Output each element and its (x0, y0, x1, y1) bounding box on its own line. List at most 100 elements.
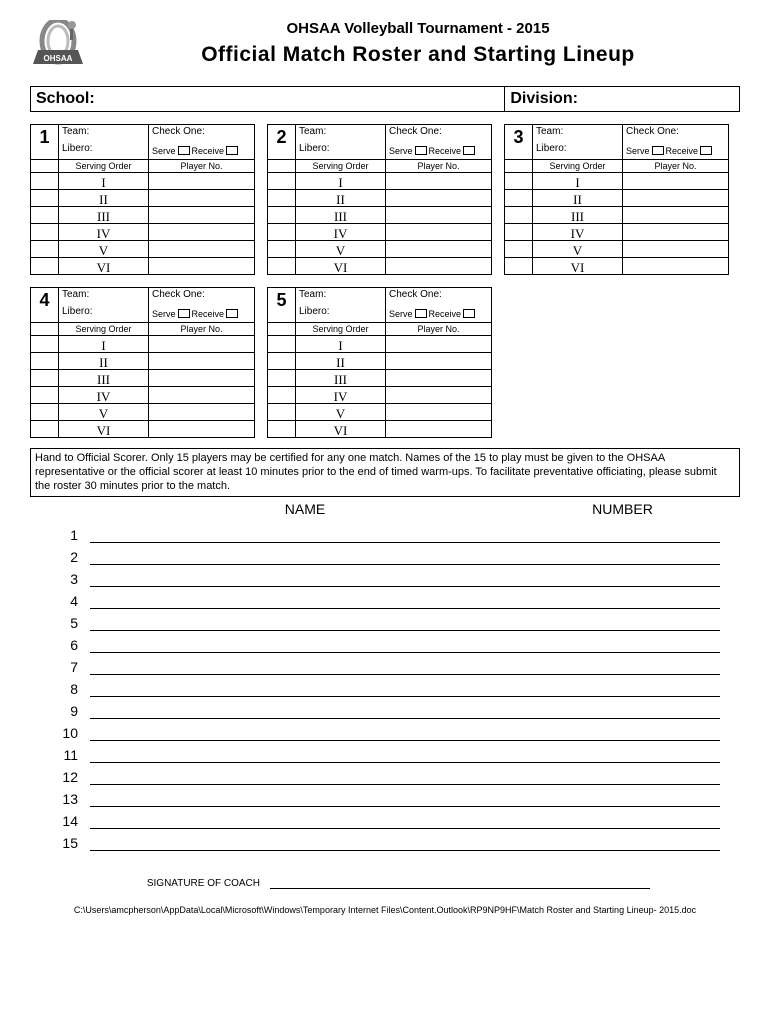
player-no-cell[interactable] (149, 258, 254, 274)
player-no-cell[interactable] (149, 207, 254, 223)
lineup-card: 3Team:Check One:Libero:ServeReceiveServi… (504, 124, 729, 275)
player-no-header: Player No. (149, 323, 254, 335)
check-one-label: Check One: (149, 125, 254, 142)
roster-line: 11 (30, 741, 740, 763)
player-no-cell[interactable] (386, 190, 491, 206)
school-division-row: School: Division: (30, 86, 740, 112)
roster-row-number: 12 (30, 769, 90, 785)
serve-checkbox[interactable] (178, 309, 190, 318)
serving-order-cell: II (296, 353, 386, 369)
serve-checkbox[interactable] (415, 146, 427, 155)
roster-entry-line[interactable] (90, 681, 720, 697)
roster-entry-line[interactable] (90, 549, 720, 565)
player-no-cell[interactable] (149, 336, 254, 352)
player-no-cell[interactable] (623, 241, 728, 257)
player-no-cell[interactable] (386, 336, 491, 352)
lineup-cards-container: 1Team:Check One:Libero:ServeReceiveServi… (30, 124, 740, 438)
player-no-cell[interactable] (386, 404, 491, 420)
roster-row-number: 10 (30, 725, 90, 741)
roster-entry-line[interactable] (90, 835, 720, 851)
player-no-cell[interactable] (623, 207, 728, 223)
roster-entry-line[interactable] (90, 659, 720, 675)
lineup-row: IV (31, 386, 254, 403)
serving-order-header: Serving Order (533, 160, 623, 172)
team-label: Team: (296, 288, 386, 305)
serving-order-cell: II (533, 190, 623, 206)
serve-receive: ServeReceive (386, 305, 491, 322)
roster-entry-line[interactable] (90, 571, 720, 587)
receive-checkbox[interactable] (700, 146, 712, 155)
player-no-cell[interactable] (386, 387, 491, 403)
player-no-cell[interactable] (149, 387, 254, 403)
roster-entry-line[interactable] (90, 703, 720, 719)
player-no-cell[interactable] (386, 224, 491, 240)
lineup-row: I (31, 172, 254, 189)
serving-order-cell: VI (59, 421, 149, 437)
player-no-cell[interactable] (623, 224, 728, 240)
lineup-row: III (268, 206, 491, 223)
card-number: 3 (505, 125, 533, 159)
roster-line: 12 (30, 763, 740, 785)
check-one-label: Check One: (386, 125, 491, 142)
serving-order-cell: V (533, 241, 623, 257)
player-no-cell[interactable] (149, 353, 254, 369)
serving-order-cell: V (296, 241, 386, 257)
player-no-cell[interactable] (149, 173, 254, 189)
receive-checkbox[interactable] (226, 309, 238, 318)
roster-entry-line[interactable] (90, 527, 720, 543)
lineup-card: 2Team:Check One:Libero:ServeReceiveServi… (267, 124, 492, 275)
team-label: Team: (533, 125, 623, 142)
serve-checkbox[interactable] (652, 146, 664, 155)
lineup-row: III (505, 206, 728, 223)
player-no-cell[interactable] (386, 421, 491, 437)
roster-entry-line[interactable] (90, 791, 720, 807)
player-no-cell[interactable] (386, 370, 491, 386)
roster-entry-line[interactable] (90, 769, 720, 785)
player-no-cell[interactable] (149, 421, 254, 437)
player-no-cell[interactable] (386, 241, 491, 257)
receive-checkbox[interactable] (226, 146, 238, 155)
player-no-cell[interactable] (149, 224, 254, 240)
libero-label: Libero: (533, 142, 623, 159)
player-no-cell[interactable] (149, 190, 254, 206)
player-no-header: Player No. (386, 160, 491, 172)
serve-checkbox[interactable] (415, 309, 427, 318)
main-title: Official Match Roster and Starting Lineu… (96, 43, 740, 67)
serving-order-cell: IV (59, 387, 149, 403)
libero-label: Libero: (59, 305, 149, 322)
serving-order-cell: V (59, 404, 149, 420)
roster-entry-line[interactable] (90, 725, 720, 741)
player-no-cell[interactable] (386, 173, 491, 189)
player-no-cell[interactable] (386, 353, 491, 369)
player-no-cell[interactable] (623, 173, 728, 189)
roster-entry-line[interactable] (90, 637, 720, 653)
receive-checkbox[interactable] (463, 309, 475, 318)
player-no-cell[interactable] (149, 404, 254, 420)
lineup-row: IV (268, 386, 491, 403)
serving-order-header: Serving Order (296, 323, 386, 335)
roster-line: 15 (30, 829, 740, 851)
signature-line[interactable] (270, 871, 650, 889)
serving-order-header: Serving Order (59, 323, 149, 335)
lineup-row: II (268, 189, 491, 206)
card-number: 2 (268, 125, 296, 159)
serve-checkbox[interactable] (178, 146, 190, 155)
lineup-row: III (31, 206, 254, 223)
card-number: 5 (268, 288, 296, 322)
ohsaa-logo-icon: OHSAA (30, 20, 86, 76)
lineup-row: I (268, 335, 491, 352)
roster-entry-line[interactable] (90, 593, 720, 609)
roster-entry-line[interactable] (90, 747, 720, 763)
player-no-cell[interactable] (386, 207, 491, 223)
player-no-cell[interactable] (149, 241, 254, 257)
player-no-cell[interactable] (623, 190, 728, 206)
roster-entry-line[interactable] (90, 615, 720, 631)
lineup-row: IV (31, 223, 254, 240)
roster-entry-line[interactable] (90, 813, 720, 829)
receive-checkbox[interactable] (463, 146, 475, 155)
player-no-cell[interactable] (623, 258, 728, 274)
instructions-box: Hand to Official Scorer. Only 15 players… (30, 448, 740, 497)
player-no-cell[interactable] (386, 258, 491, 274)
player-no-cell[interactable] (149, 370, 254, 386)
lineup-card: 1Team:Check One:Libero:ServeReceiveServi… (30, 124, 255, 275)
